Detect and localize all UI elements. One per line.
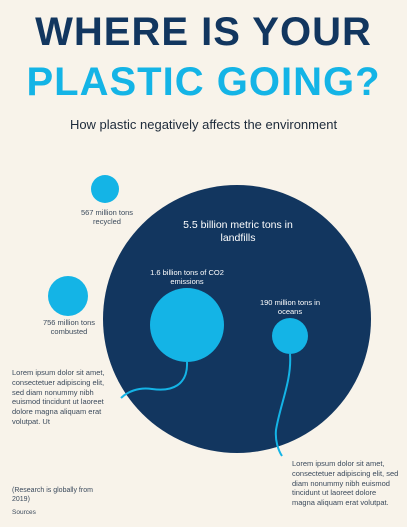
label-co2: 1.6 billion tons of CO2 emissions <box>150 268 224 287</box>
bubble-landfills <box>103 185 371 453</box>
label-oceans: 190 million tons in oceans <box>259 298 321 317</box>
connector-co2 <box>120 361 189 399</box>
bubble-co2 <box>150 288 224 362</box>
label-recycled: 567 million tons recycled <box>80 208 134 227</box>
connector-oceans <box>274 353 292 457</box>
bubble-oceans <box>272 318 308 354</box>
label-landfills: 5.5 billion metric tons in landfills <box>183 219 293 245</box>
title-line-1: WHERE IS YOUR <box>35 10 372 54</box>
research-note: (Research is globally from 2019) <box>12 487 93 504</box>
bubble-combusted <box>48 276 88 316</box>
title-line-2: PLASTIC GOING? <box>26 60 381 104</box>
note-right: Lorem ipsum dolor sit amet, consectetuer… <box>292 459 399 507</box>
bubble-recycled <box>91 175 119 203</box>
subtitle: How plastic negatively affects the envir… <box>69 117 338 132</box>
sources-link[interactable]: Sources <box>12 509 36 516</box>
note-left: Lorem ipsum dolor sit amet, consectetuer… <box>12 368 105 426</box>
label-combusted: 756 million tons combusted <box>42 318 96 337</box>
